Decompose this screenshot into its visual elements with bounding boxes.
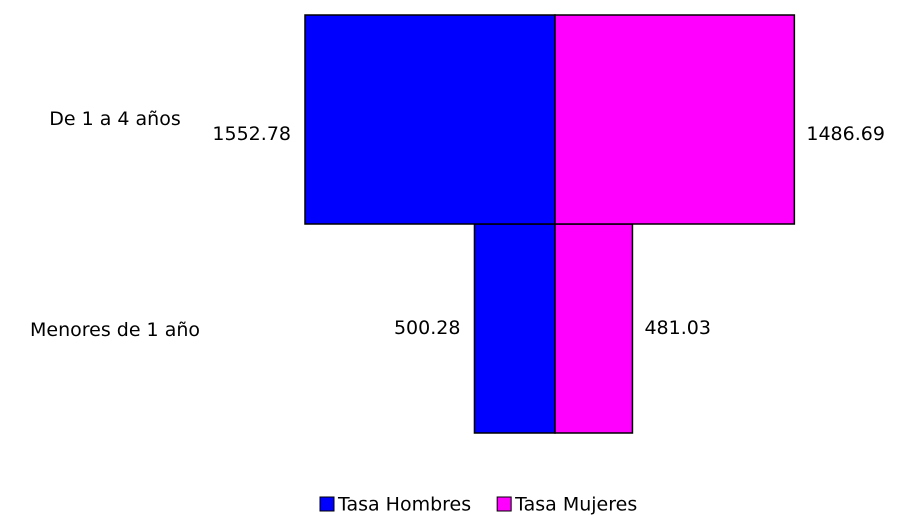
category-label: Menores de 1 año: [30, 319, 200, 341]
value-label: 1552.78: [212, 123, 291, 145]
legend-label: Tasa Hombres: [337, 494, 471, 515]
legend-swatch: [319, 496, 335, 512]
legend-swatch: [496, 496, 512, 512]
value-label: 500.28: [394, 317, 460, 339]
bar: [473, 223, 556, 434]
value-label: 1486.69: [806, 123, 885, 145]
bar: [554, 223, 634, 434]
bar: [554, 14, 796, 225]
bar: [304, 14, 556, 225]
value-label: 481.03: [644, 317, 710, 339]
legend-label: Tasa Mujeres: [514, 494, 637, 515]
category-label: De 1 a 4 años: [49, 108, 181, 130]
